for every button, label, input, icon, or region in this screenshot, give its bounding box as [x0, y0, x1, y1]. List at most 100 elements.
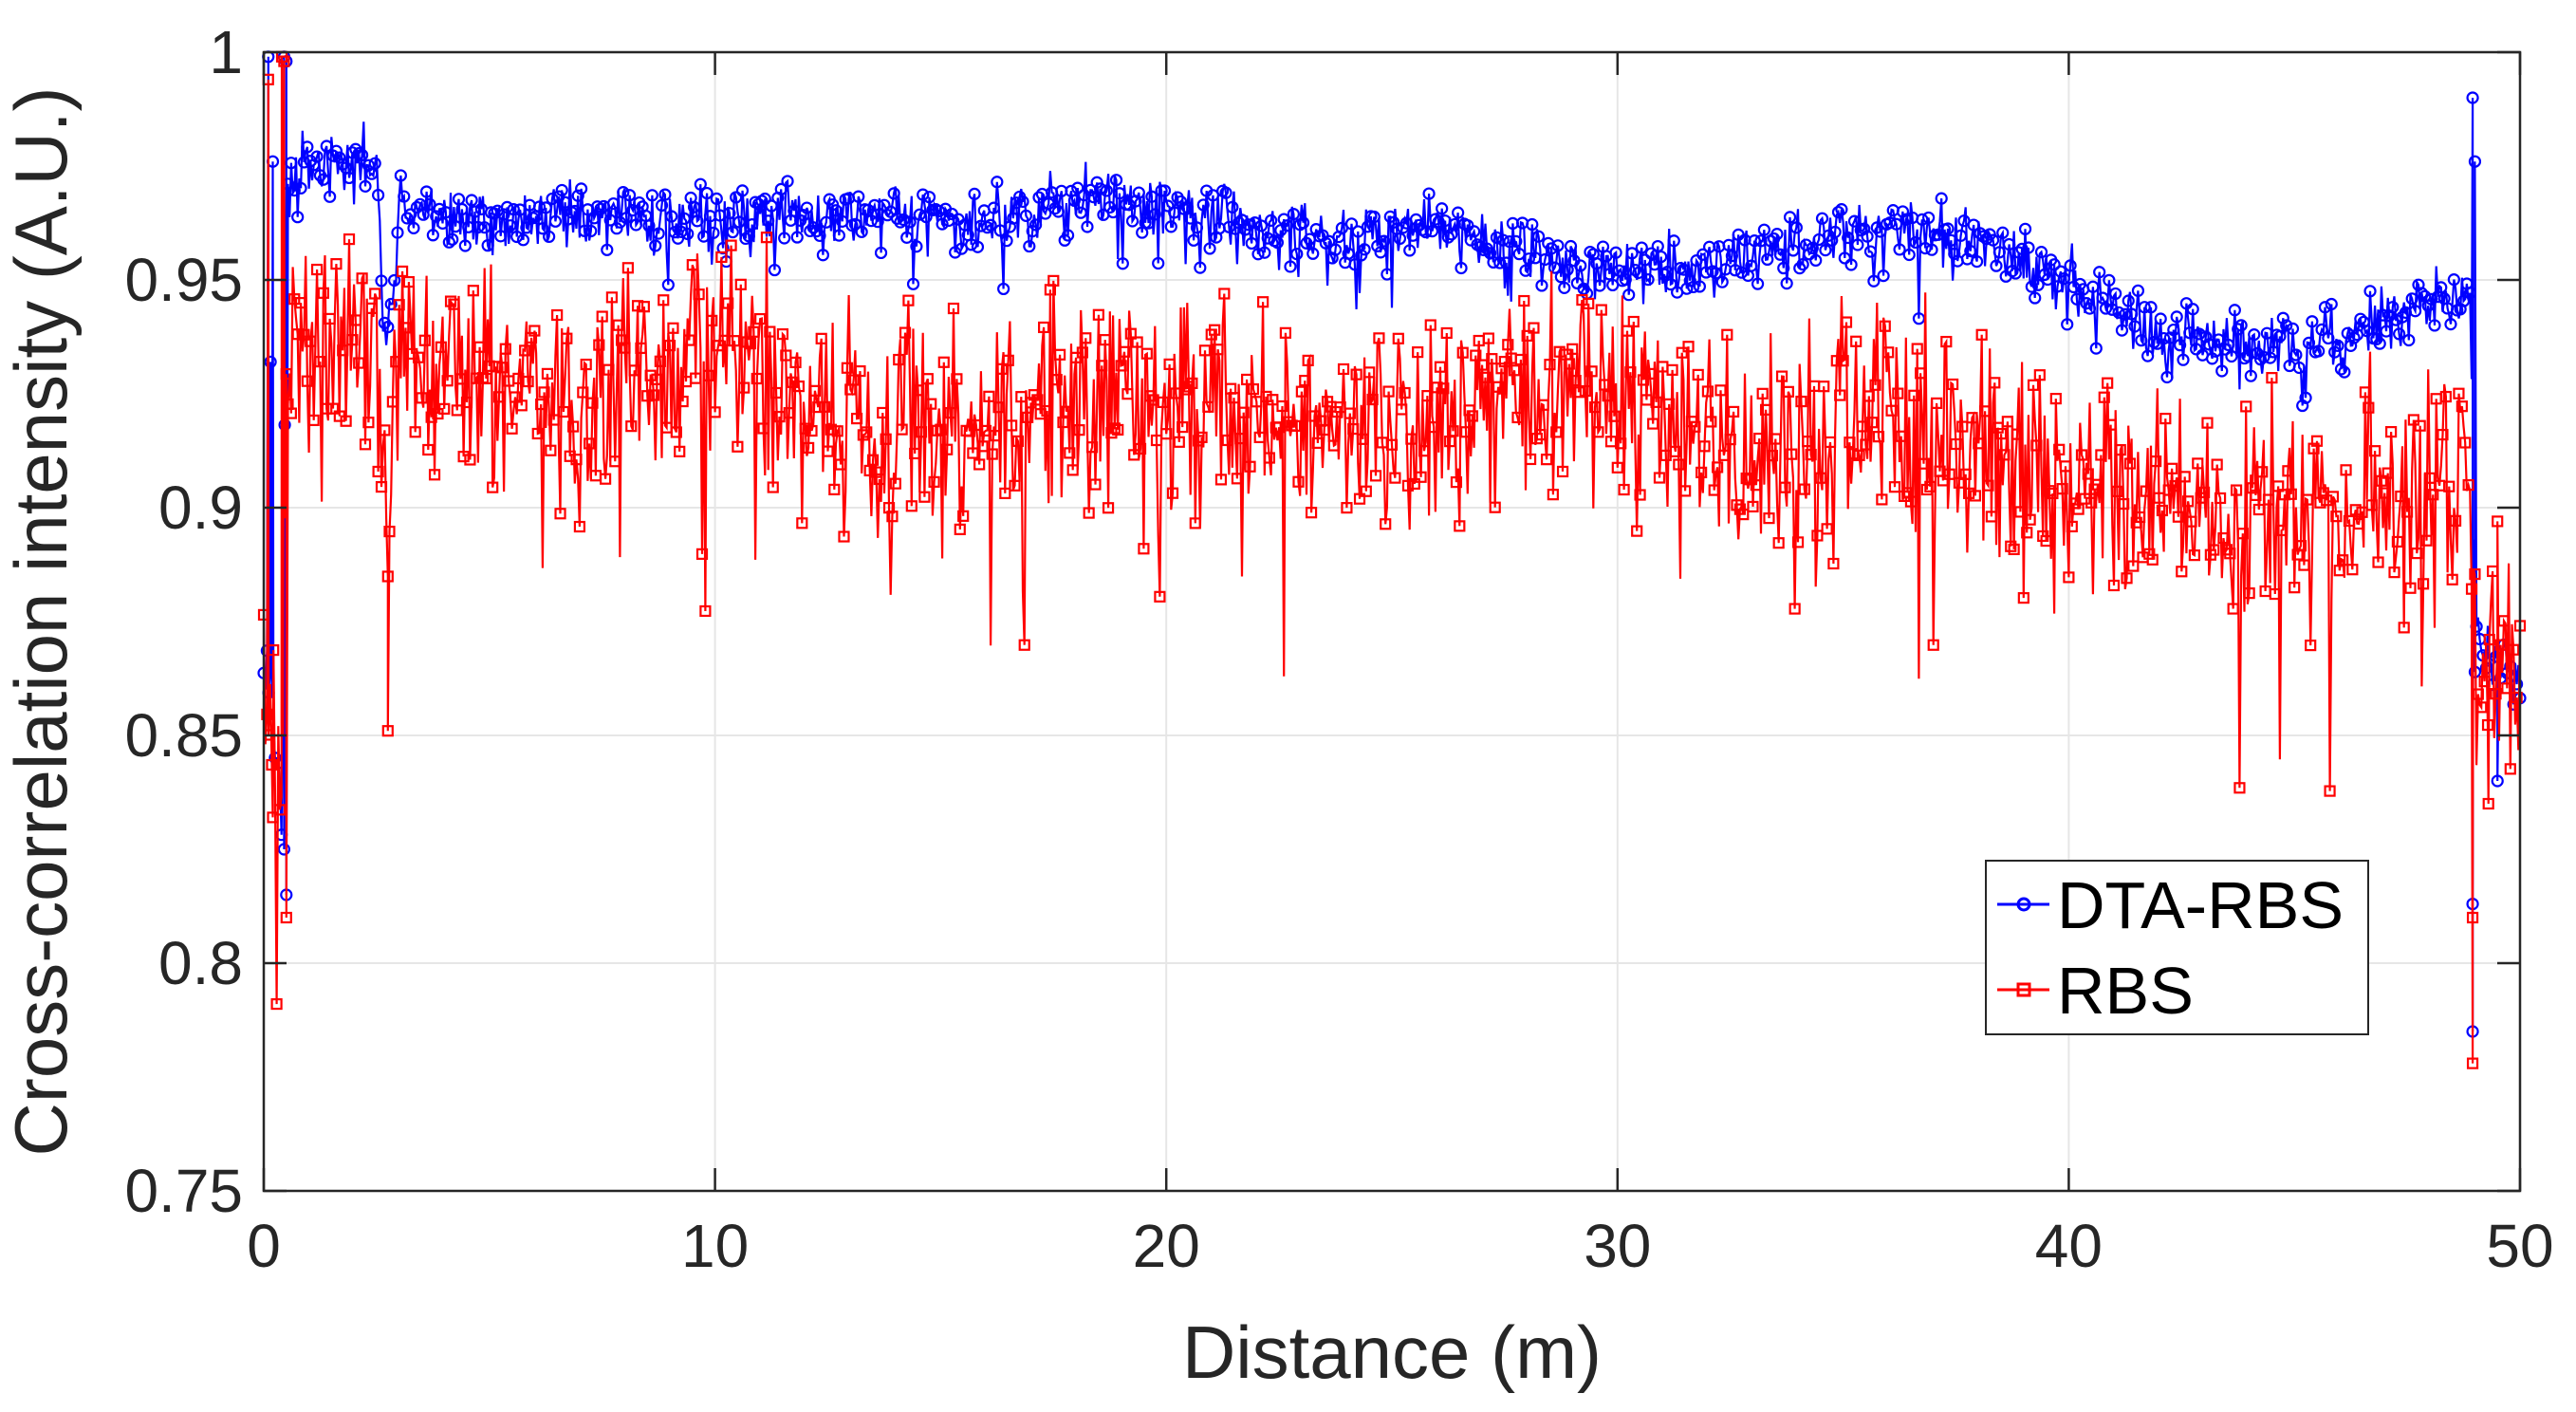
data-point — [2398, 622, 2410, 634]
data-point — [1869, 379, 1881, 391]
data-point — [825, 423, 837, 436]
data-point — [2072, 503, 2085, 515]
data-point — [1777, 261, 1790, 275]
data-point — [2449, 514, 2462, 527]
data-point — [1842, 231, 1855, 245]
data-point — [1996, 226, 2010, 239]
data-point — [861, 426, 873, 438]
data-point — [1334, 401, 1346, 414]
data-point — [1858, 222, 1871, 235]
data-point — [2123, 457, 2137, 470]
data-point — [1221, 434, 1233, 447]
data-point — [1551, 239, 1565, 252]
data-point — [516, 233, 530, 247]
data-point — [1714, 384, 1727, 397]
data-point — [1299, 374, 1311, 387]
data-point — [1692, 368, 1704, 381]
data-point — [2025, 280, 2038, 293]
data-point — [1009, 479, 1021, 492]
x-tick-labels: 0 10 20 30 40 50 — [247, 1212, 2553, 1280]
data-point — [1428, 421, 1440, 434]
data-point — [2453, 387, 2465, 399]
data-point — [1184, 212, 1197, 225]
data-point — [1593, 279, 1606, 292]
data-point — [765, 199, 778, 213]
data-point — [917, 188, 930, 201]
data-point — [992, 401, 1005, 414]
data-point — [2504, 763, 2516, 775]
data-point — [1344, 407, 1356, 419]
data-point — [571, 189, 584, 202]
data-point — [675, 225, 688, 238]
data-point — [1705, 416, 1717, 428]
data-point — [2330, 511, 2343, 523]
data-point — [1022, 411, 1034, 423]
data-point — [1267, 394, 1279, 406]
data-point — [513, 203, 527, 216]
data-point — [343, 171, 356, 185]
data-point — [1473, 240, 1488, 253]
data-point — [812, 400, 825, 414]
data-point — [880, 433, 892, 445]
data-point — [900, 231, 914, 244]
data-point — [706, 314, 718, 326]
data-point — [1795, 395, 1807, 408]
data-point — [1783, 211, 1797, 224]
data-point — [2286, 322, 2300, 335]
data-point — [1759, 403, 1772, 416]
data-point — [2478, 676, 2491, 688]
ticks-layer — [262, 50, 2522, 1193]
data-point — [2301, 493, 2313, 506]
data-point — [1528, 322, 1540, 334]
data-point — [1990, 259, 2003, 272]
data-point — [393, 299, 405, 311]
data-point — [2135, 334, 2148, 347]
data-point — [557, 405, 570, 418]
data-point — [596, 310, 608, 323]
data-point — [1493, 256, 1507, 269]
data-point — [1944, 233, 1958, 247]
data-point — [1861, 230, 1874, 243]
data-point — [2361, 325, 2374, 338]
data-point — [1006, 419, 1018, 432]
data-point — [2273, 329, 2287, 344]
data-point — [1081, 220, 1094, 233]
data-point — [1970, 254, 1984, 269]
data-point — [906, 277, 920, 290]
data-point — [2427, 489, 2439, 501]
data-point — [2034, 246, 2048, 259]
data-point — [1502, 339, 1514, 351]
data-point — [1202, 400, 1214, 413]
data-point — [1563, 358, 1575, 370]
data-point — [1725, 250, 1738, 263]
data-point — [1152, 256, 1165, 270]
data-point — [1323, 234, 1336, 248]
y-tick-label: 0.95 — [124, 246, 243, 314]
data-point — [478, 221, 491, 234]
data-point — [2359, 386, 2372, 399]
data-point — [365, 302, 378, 314]
data-point — [1237, 406, 1250, 418]
data-point — [483, 360, 495, 372]
data-point — [1288, 419, 1302, 432]
data-point — [1018, 639, 1030, 651]
data-point — [264, 355, 277, 368]
data-point — [1089, 478, 1102, 491]
data-point — [2388, 567, 2400, 579]
data-point — [1544, 359, 1556, 371]
data-point — [333, 151, 346, 164]
data-point — [813, 229, 826, 243]
data-point — [2091, 478, 2104, 491]
data-point — [723, 207, 736, 220]
data-point — [792, 380, 806, 393]
data-point — [2057, 272, 2070, 286]
data-point — [1328, 243, 1343, 256]
data-point — [1115, 360, 1127, 372]
data-point — [638, 301, 650, 313]
data-point — [1292, 475, 1305, 488]
data-point — [1828, 225, 1842, 239]
legend-label-dta-rbs: DTA-RBS — [2057, 868, 2344, 942]
data-point — [329, 144, 343, 158]
data-point — [658, 294, 670, 307]
data-point — [1540, 454, 1553, 466]
